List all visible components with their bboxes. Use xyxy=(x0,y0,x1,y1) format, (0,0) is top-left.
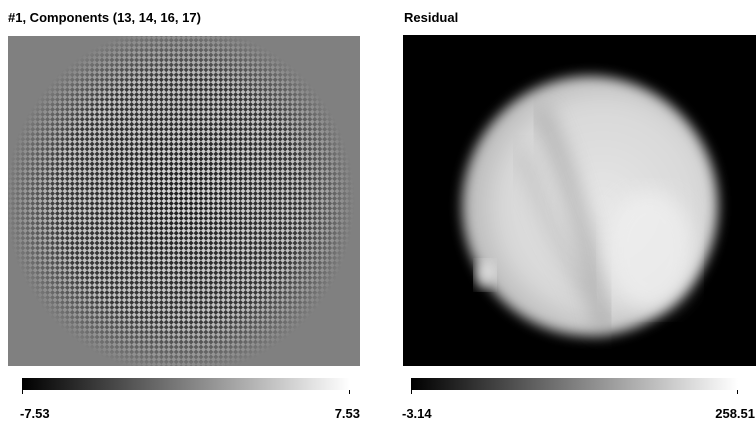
panel-title: Residual xyxy=(404,10,458,25)
colorbar-min: -7.53 xyxy=(20,406,50,421)
colorbar-min: -3.14 xyxy=(402,406,432,421)
component-pattern xyxy=(8,36,360,366)
panel-title: #1, Components (13, 14, 16, 17) xyxy=(8,10,201,25)
colorbar-max: 7.53 xyxy=(335,406,360,421)
colorbar xyxy=(22,378,350,390)
colorbar xyxy=(411,378,738,390)
residual-blob xyxy=(462,76,718,336)
colorbar-max: 258.51 xyxy=(715,406,755,421)
